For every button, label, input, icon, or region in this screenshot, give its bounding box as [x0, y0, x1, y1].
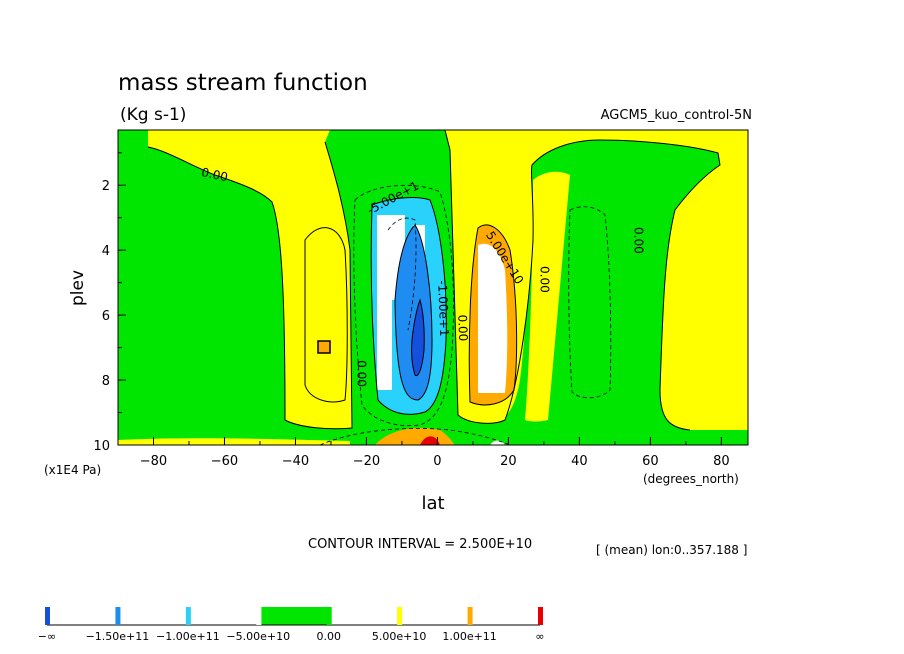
x-tick-label: 80 [713, 454, 730, 469]
plot-area [117, 129, 749, 446]
legend-swatch [185, 607, 191, 625]
y-axis-units: (x1E4 Pa) [44, 463, 101, 477]
x-tick-label: 60 [642, 454, 659, 469]
legend-label: −1.50e+11 [86, 630, 150, 643]
x-tick-label: −80 [140, 454, 167, 469]
legend-label: 5.00e+10 [372, 630, 426, 643]
mean-longitude-text: [ (mean) lon:0..357.188 ] [596, 543, 747, 557]
legend-swatch [538, 607, 543, 625]
legend-swatch [326, 607, 332, 625]
contour-lines [147, 130, 721, 431]
y-tick-label: 2 [102, 179, 110, 194]
chart-title: mass stream function [118, 70, 368, 96]
legend-band-zero [261, 607, 329, 625]
contour-label: 0.00 [455, 314, 470, 341]
dashed-contour-lines [319, 184, 612, 445]
plot-frame [117, 129, 749, 446]
x-axis: −80 −60 −40 −20 0 20 40 60 80 [117, 437, 730, 469]
fill-yellow-surface-strip [118, 438, 350, 445]
fill-yellow-southwest-cell [285, 214, 352, 424]
x-tick-label: −20 [353, 454, 380, 469]
fill-orange-blob [317, 340, 331, 354]
x-tick-label: −40 [282, 454, 309, 469]
x-tick-label: 20 [500, 454, 517, 469]
fill-yellow-east-gap [525, 171, 570, 422]
x-axis-units: (degrees_north) [643, 472, 739, 486]
color-legend: −∞ −1.50e+11 −1.00e+11 −5.00e+10 0.00 5.00e+1… [38, 607, 545, 643]
x-tick-label: 0 [433, 454, 441, 469]
contour-label: -1.00e+1 [435, 280, 451, 337]
y-tick-label: 6 [102, 309, 110, 324]
legend-label: −5.00e+10 [226, 630, 290, 643]
legend-label: 1.00e+11 [442, 630, 496, 643]
y-axis-label: plev [68, 270, 88, 306]
legend-label: 0.00 [316, 630, 341, 643]
y-axis: 2 4 6 8 10 [93, 152, 126, 454]
x-tick-label: −60 [211, 454, 238, 469]
y-tick-label: 4 [102, 244, 110, 259]
legend-swatch [45, 607, 50, 625]
contour-label: 0.00 [355, 360, 369, 387]
legend-swatch [115, 607, 121, 625]
legend-swatch [397, 607, 403, 625]
legend-label: ∞ [535, 630, 544, 643]
contour-interval-text: CONTOUR INTERVAL = 2.500E+10 [308, 537, 532, 552]
contour-label: 0.00 [631, 227, 645, 254]
fill-red-surface [420, 436, 440, 445]
contour-label: 0.00 [200, 165, 229, 184]
y-tick-label: 10 [93, 439, 110, 454]
contour-label: 0.00 [537, 266, 551, 293]
legend-swatch [467, 607, 473, 625]
fill-blue-south-center [411, 300, 425, 376]
chart-units: (Kg s-1) [120, 105, 186, 125]
x-tick-label: 40 [571, 454, 588, 469]
legend-label: −∞ [38, 630, 56, 643]
fill-white-north-core [478, 243, 508, 393]
x-axis-label: lat [421, 493, 444, 514]
run-label: AGCM5_kuo_control-5N [601, 108, 752, 123]
y-tick-label: 8 [102, 374, 110, 389]
legend-swatch [256, 607, 262, 625]
legend-label: −1.00e+11 [156, 630, 220, 643]
